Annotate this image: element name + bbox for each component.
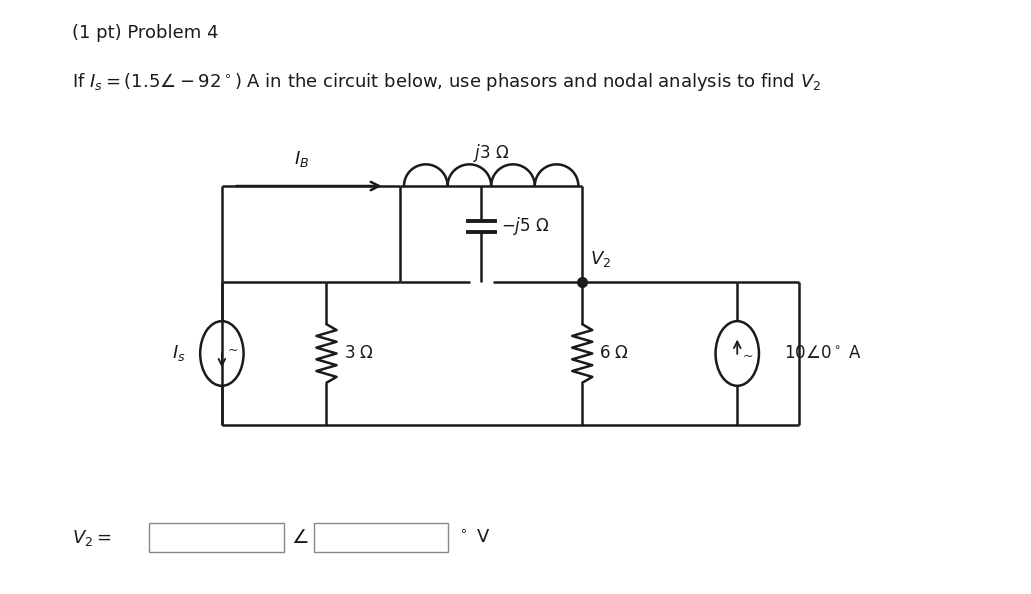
Text: If $I_s = (1.5\angle - 92^\circ)$ A in the circuit below, use phasors and nodal : If $I_s = (1.5\angle - 92^\circ)$ A in t…	[72, 71, 822, 93]
Text: 3 $\Omega$: 3 $\Omega$	[343, 345, 373, 362]
Text: $I_B$: $I_B$	[294, 149, 309, 169]
Text: (1 pt) Problem 4: (1 pt) Problem 4	[72, 24, 219, 42]
Text: 6 $\Omega$: 6 $\Omega$	[599, 345, 629, 362]
Text: $\angle$: $\angle$	[291, 528, 308, 547]
Text: $V_2$: $V_2$	[590, 249, 611, 269]
Text: $^\circ$ V: $^\circ$ V	[457, 529, 490, 546]
Text: $j3\ \Omega$: $j3\ \Omega$	[473, 143, 509, 165]
Text: $10\angle 0^\circ$ A: $10\angle 0^\circ$ A	[784, 345, 861, 362]
Text: ~: ~	[228, 344, 238, 357]
Text: ~: ~	[743, 350, 754, 363]
Text: $I_s$: $I_s$	[172, 343, 186, 364]
Text: $-j5\ \Omega$: $-j5\ \Omega$	[501, 216, 550, 238]
Text: $V_2 = $: $V_2 = $	[72, 527, 111, 548]
